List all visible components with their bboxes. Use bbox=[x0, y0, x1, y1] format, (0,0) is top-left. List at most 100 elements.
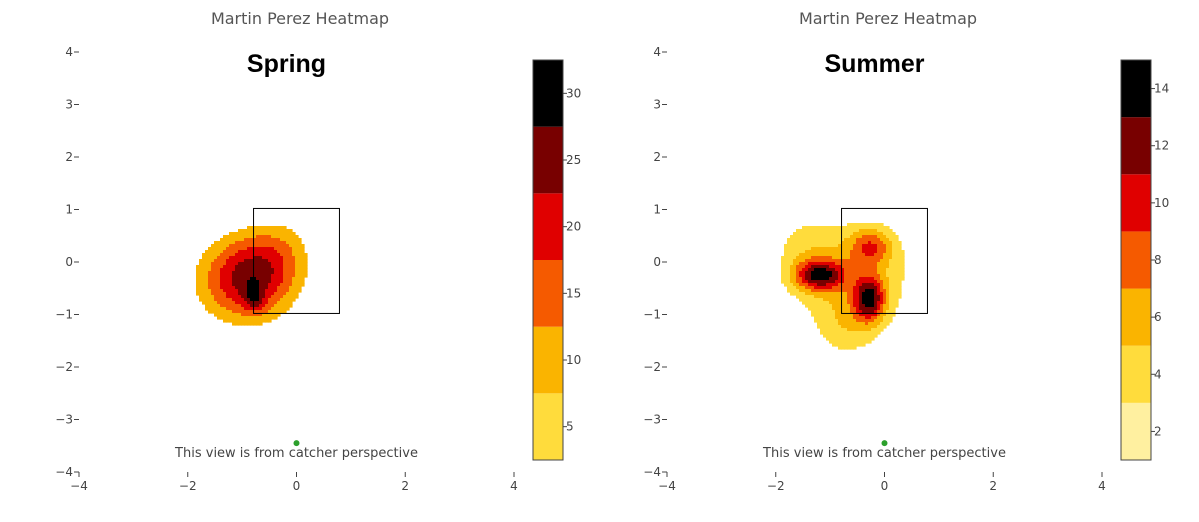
heatmap-cell bbox=[844, 334, 848, 338]
heatmap-cell bbox=[820, 310, 824, 314]
heatmap-cell bbox=[298, 274, 302, 278]
heatmap-cell bbox=[283, 226, 287, 230]
heatmap-cell bbox=[238, 256, 242, 260]
heatmap-cell bbox=[238, 286, 242, 290]
heatmap-cell bbox=[850, 250, 854, 254]
heatmap-cell bbox=[856, 337, 860, 341]
heatmap-cell bbox=[844, 346, 848, 350]
heatmap-cell bbox=[286, 274, 290, 278]
heatmap-cell bbox=[829, 292, 833, 296]
heatmap-cell bbox=[850, 244, 854, 248]
heatmap-cell bbox=[244, 319, 248, 323]
heatmap-cell bbox=[841, 322, 845, 326]
heatmap-cell bbox=[847, 319, 851, 323]
heatmap-cell bbox=[850, 328, 854, 332]
heatmap-cell bbox=[892, 235, 896, 239]
heatmap-cell bbox=[820, 274, 824, 278]
heatmap-cell bbox=[271, 298, 275, 302]
heatmap-cell bbox=[271, 253, 275, 257]
heatmap-cell bbox=[883, 253, 887, 257]
heatmap-cell bbox=[202, 277, 206, 281]
heatmap-cell bbox=[226, 298, 230, 302]
heatmap-cell bbox=[892, 277, 896, 281]
heatmap-cell bbox=[868, 280, 872, 284]
heatmap-cell bbox=[886, 280, 890, 284]
heatmap-cell bbox=[901, 268, 905, 272]
heatmap-cell bbox=[277, 268, 281, 272]
heatmap-cell bbox=[793, 259, 797, 263]
heatmap-cell bbox=[214, 256, 218, 260]
heatmap-cell bbox=[853, 313, 857, 317]
heatmap-cell bbox=[817, 289, 821, 293]
heatmap-cell bbox=[265, 313, 269, 317]
heatmap-cell bbox=[826, 316, 830, 320]
heatmap-cell bbox=[823, 304, 827, 308]
heatmap-cell bbox=[808, 244, 812, 248]
heatmap-cell bbox=[811, 262, 815, 266]
heatmap-cell bbox=[214, 247, 218, 251]
heatmap-cell bbox=[889, 265, 893, 269]
heatmap-cell bbox=[841, 274, 845, 278]
heatmap-cell bbox=[268, 301, 272, 305]
heatmap-cell bbox=[880, 229, 884, 233]
heatmap-cell bbox=[214, 283, 218, 287]
heatmap-cell bbox=[250, 292, 254, 296]
heatmap-cell bbox=[877, 331, 881, 335]
heatmap-cell bbox=[877, 274, 881, 278]
heatmap-cell bbox=[880, 313, 884, 317]
heatmap-cell bbox=[253, 304, 257, 308]
heatmap-cell bbox=[805, 289, 809, 293]
heatmap-cell bbox=[886, 229, 890, 233]
heatmap-cell bbox=[247, 235, 251, 239]
heatmap-cell bbox=[886, 277, 890, 281]
heatmap-cell bbox=[901, 253, 905, 257]
heatmap-cell bbox=[790, 253, 794, 257]
heatmap-cell bbox=[838, 250, 842, 254]
heatmap-cell bbox=[268, 238, 272, 242]
heatmap-cell bbox=[808, 277, 812, 281]
heatmap-cell bbox=[223, 238, 227, 242]
heatmap-cell bbox=[847, 286, 851, 290]
heatmap-cell bbox=[901, 256, 905, 260]
heatmap-cell bbox=[829, 283, 833, 287]
heatmap-cell bbox=[214, 262, 218, 266]
heatmap-cell bbox=[829, 277, 833, 281]
heatmap-cell bbox=[214, 277, 218, 281]
heatmap-cell bbox=[817, 319, 821, 323]
heatmap-cell bbox=[211, 310, 215, 314]
heatmap-cell bbox=[847, 238, 851, 242]
heatmap-cell bbox=[280, 256, 284, 260]
heatmap-cell bbox=[244, 232, 248, 236]
heatmap-cell bbox=[862, 241, 866, 245]
heatmap-cell bbox=[298, 289, 302, 293]
heatmap-cell bbox=[271, 310, 275, 314]
heatmap-cell bbox=[796, 235, 800, 239]
heatmap-cell bbox=[853, 256, 857, 260]
heatmap-cell bbox=[211, 289, 215, 293]
heatmap-cell bbox=[841, 283, 845, 287]
heatmap-cell bbox=[211, 274, 215, 278]
heatmap-cell bbox=[259, 310, 263, 314]
heatmap-cell bbox=[211, 283, 215, 287]
heatmap-cell bbox=[244, 253, 248, 257]
heatmap-cell bbox=[814, 244, 818, 248]
heatmap-cell bbox=[877, 292, 881, 296]
heatmap-cell bbox=[814, 232, 818, 236]
heatmap-cell bbox=[292, 232, 296, 236]
heatmap-cell bbox=[823, 226, 827, 230]
heatmap-cell bbox=[250, 298, 254, 302]
heatmap-cell bbox=[850, 262, 854, 266]
heatmap-cell bbox=[874, 274, 878, 278]
heatmap-cell bbox=[283, 241, 287, 245]
heatmap-cell bbox=[283, 286, 287, 290]
heatmap-cell bbox=[298, 241, 302, 245]
heatmap-cell bbox=[805, 292, 809, 296]
heatmap-cell bbox=[886, 247, 890, 251]
colorbar-band bbox=[1121, 402, 1151, 460]
heatmap-cell bbox=[295, 286, 299, 290]
heatmap-cell bbox=[865, 259, 869, 263]
heatmap-cell bbox=[274, 241, 278, 245]
heatmap-cell bbox=[244, 238, 248, 242]
heatmap-cell bbox=[817, 241, 821, 245]
heatmap-cell bbox=[850, 223, 854, 227]
